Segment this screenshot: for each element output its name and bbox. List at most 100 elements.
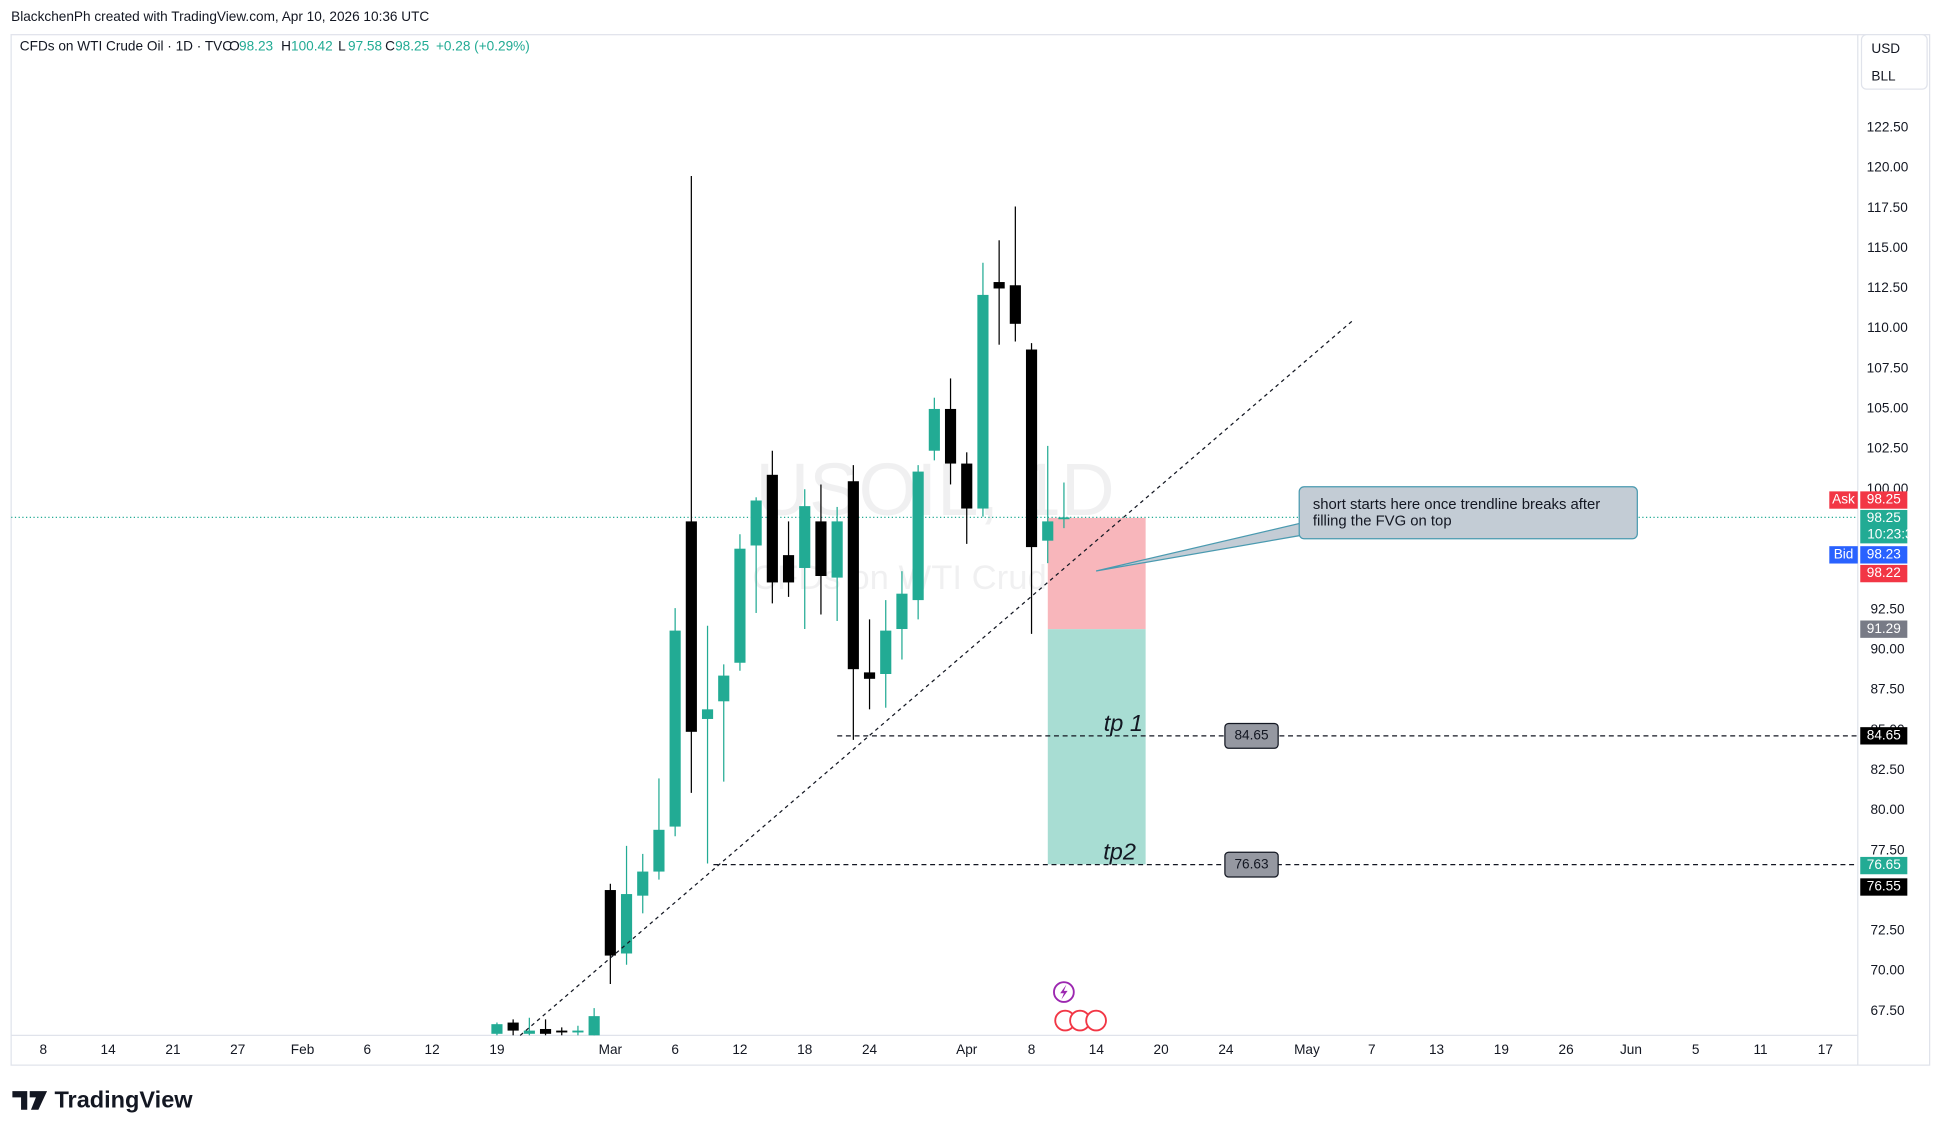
x-tick-label: 6 (364, 1042, 372, 1057)
y-tick-label: 92.50 (1870, 601, 1904, 616)
price-tag-prefix: Bid (1834, 546, 1854, 561)
candle-body (556, 1030, 568, 1033)
level-value: 84.65 (1234, 727, 1268, 742)
price-tag-text: 91.29 (1867, 621, 1901, 636)
candle-body (718, 675, 730, 702)
level-name: tp 1 (1104, 710, 1143, 736)
price-tag-text: 98.25 (1867, 492, 1901, 507)
candle-body (815, 521, 827, 577)
event-icons[interactable] (1053, 981, 1107, 1032)
candle-body (961, 463, 973, 509)
y-tick-label: 67.50 (1870, 1003, 1904, 1018)
x-tick-label: 12 (732, 1042, 747, 1057)
y-tick-label: 115.00 (1867, 240, 1908, 255)
price-tag (1860, 856, 1908, 875)
y-tick-label: 107.50 (1867, 360, 1909, 375)
x-tick-label: 7 (1368, 1042, 1376, 1057)
price-tag (1860, 546, 1908, 564)
x-tick-label: Feb (291, 1042, 314, 1057)
candle-body (507, 1022, 519, 1031)
y-tick-label: 90.00 (1870, 641, 1904, 656)
legend-title: CFDs on WTI Crude Oil · 1D · TVC (20, 39, 232, 54)
legend-label: O (229, 39, 240, 54)
attribution: BlackchenPh created with TradingView.com… (11, 9, 429, 24)
candle-body (944, 408, 957, 464)
trendline[interactable] (519, 320, 1353, 1036)
x-tick-label: 24 (1218, 1042, 1234, 1057)
x-tick-label: 18 (797, 1042, 812, 1057)
level-value-box (1224, 722, 1279, 749)
event-icon-glyph (1060, 984, 1068, 1000)
candle-body (523, 1030, 535, 1034)
price-tag (1860, 620, 1908, 638)
candle-body (620, 894, 633, 954)
x-tick-label: 8 (1028, 1042, 1036, 1057)
x-tick-label: 14 (101, 1042, 117, 1057)
legend-value: 98.23 (239, 39, 273, 54)
unit: BLL (1871, 68, 1896, 83)
currency: USD (1871, 41, 1900, 56)
x-tick-label: 17 (1818, 1042, 1833, 1057)
watermark: USOIL, 1D (755, 448, 1114, 531)
y-tick-label: 87.50 (1870, 682, 1904, 697)
candle-body (847, 481, 859, 670)
legend-label: C (385, 39, 395, 54)
x-tick-label: 24 (862, 1042, 878, 1057)
candle-body (863, 672, 876, 679)
legend-value: 100.42 (291, 39, 333, 54)
candle-body (637, 871, 649, 896)
price-tag-text: 98.25 (1867, 510, 1901, 525)
price-tag-prefix: Ask (1832, 492, 1855, 507)
x-tick-label: 20 (1154, 1042, 1170, 1057)
candle-body (701, 709, 714, 719)
x-tick-label: Jun (1620, 1042, 1642, 1057)
logo-text: TradingView (54, 1086, 193, 1112)
price-tag-text: 98.23 (1867, 546, 1901, 561)
y-tick-label: 105.00 (1867, 401, 1909, 416)
candle-body (993, 282, 1005, 289)
y-tick-label: 80.00 (1870, 802, 1904, 817)
y-tick-label: 77.50 (1870, 842, 1904, 857)
footer-logo[interactable]: TradingView (12, 1086, 193, 1112)
price-tag (1860, 564, 1908, 583)
x-tick-label: Mar (599, 1042, 623, 1057)
x-tick-label: 27 (230, 1042, 245, 1057)
candle-body (1009, 285, 1021, 324)
legend-value: 98.25 (395, 39, 429, 54)
candle-body (977, 294, 989, 509)
x-tick-label: 19 (1494, 1042, 1509, 1057)
price-tag-text: 84.65 (1867, 727, 1901, 742)
candle-body (782, 555, 795, 583)
currency-box[interactable] (1860, 34, 1928, 90)
legend-label: L (338, 39, 346, 54)
y-tick-label: 110.00 (1867, 320, 1908, 335)
price-tag-text: 76.65 (1867, 857, 1901, 872)
x-tick-label: 12 (425, 1042, 440, 1057)
target-zone (1047, 629, 1146, 865)
y-tick-label: 102.50 (1867, 441, 1909, 456)
candle-body (572, 1030, 584, 1033)
price-tag-text: 98.22 (1867, 565, 1901, 580)
candle-body (799, 506, 811, 568)
candle-body (831, 521, 843, 578)
event-icon[interactable] (1085, 1009, 1107, 1032)
x-tick-label: Apr (956, 1042, 978, 1057)
candle-body (880, 630, 892, 674)
callout-box (1298, 486, 1638, 540)
candle-body (734, 548, 746, 663)
candle-body (604, 890, 616, 956)
level-value-box (1224, 851, 1279, 878)
candle-body (685, 521, 697, 732)
candle-body (928, 408, 940, 451)
price-tag-prefix-box (1829, 546, 1858, 564)
x-tick-label: 6 (671, 1042, 679, 1057)
callout[interactable]: short starts here once trendline breaks … (1095, 486, 1638, 572)
x-tick-label: 19 (489, 1042, 504, 1057)
candle-body (1025, 349, 1038, 548)
candle-body (912, 471, 924, 601)
x-tick-label: 5 (1692, 1042, 1700, 1057)
candle-body (539, 1028, 552, 1034)
x-tick-label: 14 (1089, 1042, 1105, 1057)
